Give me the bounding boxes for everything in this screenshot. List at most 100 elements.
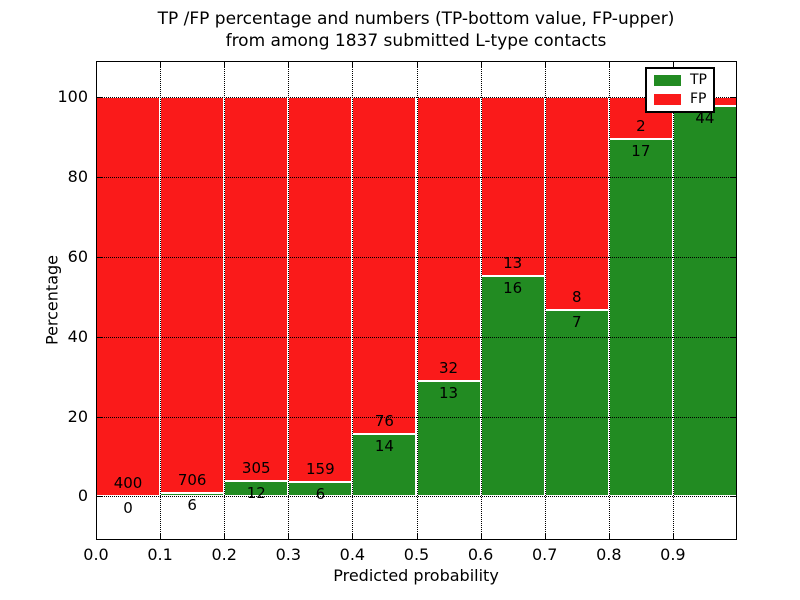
bar-label-fp-1: 706: [177, 471, 207, 490]
bar-label-tp-6: 16: [503, 279, 523, 298]
x-tick-mark: [608, 62, 610, 67]
bar-label-tp-8: 17: [631, 142, 651, 161]
x-tick-mark: [416, 62, 418, 67]
bar-label-tp-4: 14: [374, 437, 394, 456]
y-gridline: [96, 97, 737, 99]
x-tick-mark: [224, 534, 226, 539]
bar-label-fp-3: 159: [306, 459, 335, 478]
x-tick-label: 0.2: [211, 545, 237, 564]
x-tick-mark: [480, 62, 482, 67]
x-gridline: [672, 61, 674, 540]
x-gridline: [160, 61, 162, 540]
x-tick-mark: [96, 62, 97, 67]
y-tick-label: 40: [67, 326, 88, 346]
bar-segment-tp-5: [416, 381, 481, 497]
bar-label-tp-1: 6: [187, 496, 197, 515]
bar-segment-tp-7: [544, 310, 609, 497]
y-tick-label: 60: [67, 246, 88, 266]
bar-segment-fp-7: [544, 97, 609, 311]
bar-segment-tp-6: [480, 276, 545, 497]
y-tick-mark: [97, 336, 102, 338]
x-gridline: [416, 61, 418, 540]
bar-segment-fp-3: [288, 97, 353, 482]
y-tick-mark: [97, 416, 102, 418]
x-tick-mark: [96, 534, 97, 539]
x-tick-mark: [480, 534, 482, 539]
bar-segment-tp-9: [672, 106, 737, 497]
x-tick-mark: [544, 534, 546, 539]
x-tick-mark: [160, 534, 162, 539]
chart-title-line2: from among 1837 submitted L-type contact…: [225, 31, 607, 51]
x-gridline: [224, 61, 226, 540]
y-tick-mark: [731, 97, 736, 99]
x-tick-label: 0.0: [83, 545, 109, 564]
bar-label-tp-7: 7: [571, 313, 582, 332]
bar-segment-tp-8: [608, 139, 673, 497]
x-gridline: [288, 61, 290, 540]
y-tick-mark: [97, 97, 102, 99]
bar-label-tp-3: 6: [315, 484, 326, 503]
y-gridline: [96, 496, 737, 498]
y-tick-label: 0: [77, 486, 88, 506]
x-tick-label: 0.7: [531, 545, 558, 564]
bar-label-fp-0: 400: [113, 474, 143, 493]
x-tick-mark: [288, 62, 290, 67]
chart-title-line1: TP /FP percentage and numbers (TP-bottom…: [157, 9, 675, 29]
legend-label-tp: TP: [690, 72, 707, 89]
y-tick-mark: [97, 496, 102, 498]
bar-segment-tp-4: [352, 434, 417, 497]
x-tick-label: 0.3: [275, 545, 302, 564]
legend: TP FP: [645, 67, 715, 113]
y-tick-mark: [731, 496, 736, 498]
bar-label-fp-8: 2: [636, 117, 646, 136]
legend-item-tp: TP: [654, 72, 707, 89]
y-tick-mark: [731, 256, 736, 258]
bar-label-fp-2: 305: [241, 459, 271, 478]
x-tick-label: 0.9: [660, 545, 686, 564]
x-tick-mark: [672, 534, 674, 539]
x-tick-label: 0.4: [339, 545, 366, 564]
tp-legend-swatch-icon: [654, 75, 681, 87]
bar-label-fp-6: 13: [503, 254, 523, 273]
x-tick-mark: [544, 62, 546, 67]
y-tick-mark: [731, 336, 736, 338]
x-tick-mark: [352, 62, 354, 67]
y-tick-mark: [731, 416, 736, 418]
y-tick-label: 100: [57, 87, 88, 107]
bar-segment-fp-5: [416, 97, 481, 382]
x-gridline: [608, 61, 610, 540]
x-tick-mark: [416, 534, 418, 539]
x-gridline: [352, 61, 354, 540]
bar-label-fp-5: 32: [439, 359, 459, 378]
y-gridline: [96, 256, 737, 258]
y-tick-label: 20: [67, 406, 88, 426]
bar-label-tp-5: 13: [439, 384, 459, 403]
legend-label-fp: FP: [690, 90, 707, 107]
bar-label-fp-7: 8: [571, 288, 582, 307]
y-tick-mark: [97, 256, 102, 258]
legend-item-fp: FP: [654, 90, 707, 107]
bar-segment-fp-0: [96, 97, 161, 497]
bar-label-tp-9: 44: [695, 109, 715, 128]
x-axis-label: Predicted probability: [333, 566, 499, 585]
bar-segment-fp-1: [160, 97, 225, 494]
bar-label-tp-2: 12: [246, 484, 266, 503]
x-tick-mark: [352, 534, 354, 539]
x-gridline: [544, 61, 546, 540]
x-tick-label: 0.1: [147, 545, 173, 564]
x-tick-label: 0.5: [403, 545, 430, 564]
y-tick-mark: [97, 177, 102, 179]
x-tick-label: 0.6: [467, 545, 494, 564]
x-tick-mark: [288, 534, 290, 539]
x-tick-label: 0.8: [596, 545, 622, 564]
y-gridline: [96, 416, 737, 418]
y-gridline: [96, 336, 737, 338]
fp-legend-swatch-icon: [654, 93, 681, 105]
x-gridline: [480, 61, 482, 540]
bar-segment-fp-4: [352, 97, 417, 435]
x-tick-mark: [224, 62, 226, 67]
y-tick-mark: [731, 177, 736, 179]
bar-label-fp-4: 76: [374, 412, 394, 431]
